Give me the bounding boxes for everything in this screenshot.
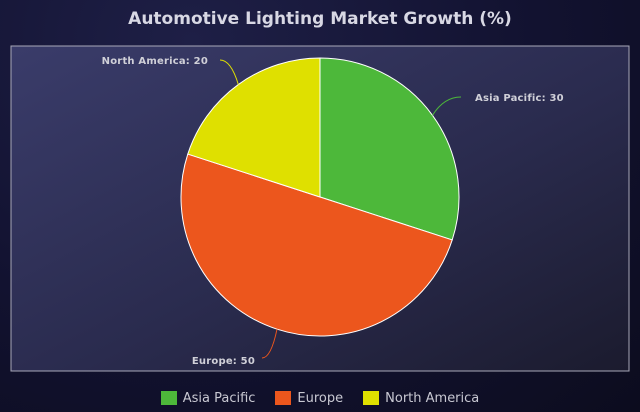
chart-title: Automotive Lighting Market Growth (%) — [128, 9, 512, 29]
legend-swatch — [160, 391, 177, 405]
data-label-europe: Europe: 50 — [192, 356, 255, 367]
leader-line-europe — [261, 329, 278, 359]
legend-item-europe[interactable]: Europe — [275, 391, 343, 406]
pie-slice-europe[interactable] — [180, 153, 453, 337]
legend-label: Asia Pacific — [182, 390, 256, 406]
pie-slice-north-america[interactable] — [187, 57, 321, 198]
data-label-asia-pacific: Asia Pacific: 30 — [475, 93, 564, 104]
leader-line-north-america — [219, 59, 239, 85]
legend-swatch — [275, 391, 292, 405]
leader-line-asia-pacific — [432, 96, 462, 116]
legend-swatch — [363, 391, 380, 405]
legend-item-asia-pacific[interactable]: Asia Pacific — [160, 390, 256, 406]
legend: Asia Pacific Europe North America — [0, 388, 640, 408]
pie-slice-asia-pacific[interactable] — [319, 57, 460, 241]
legend-label: Europe — [297, 390, 344, 406]
pie-labels: Asia Pacific: 30 Europe: 50 North America:… — [102, 56, 564, 367]
legend-label: North America — [385, 390, 480, 406]
pie-slices — [180, 57, 460, 337]
legend-item-north-america[interactable]: North America — [363, 391, 479, 406]
data-label-north-america: North America: 20 — [102, 56, 208, 67]
